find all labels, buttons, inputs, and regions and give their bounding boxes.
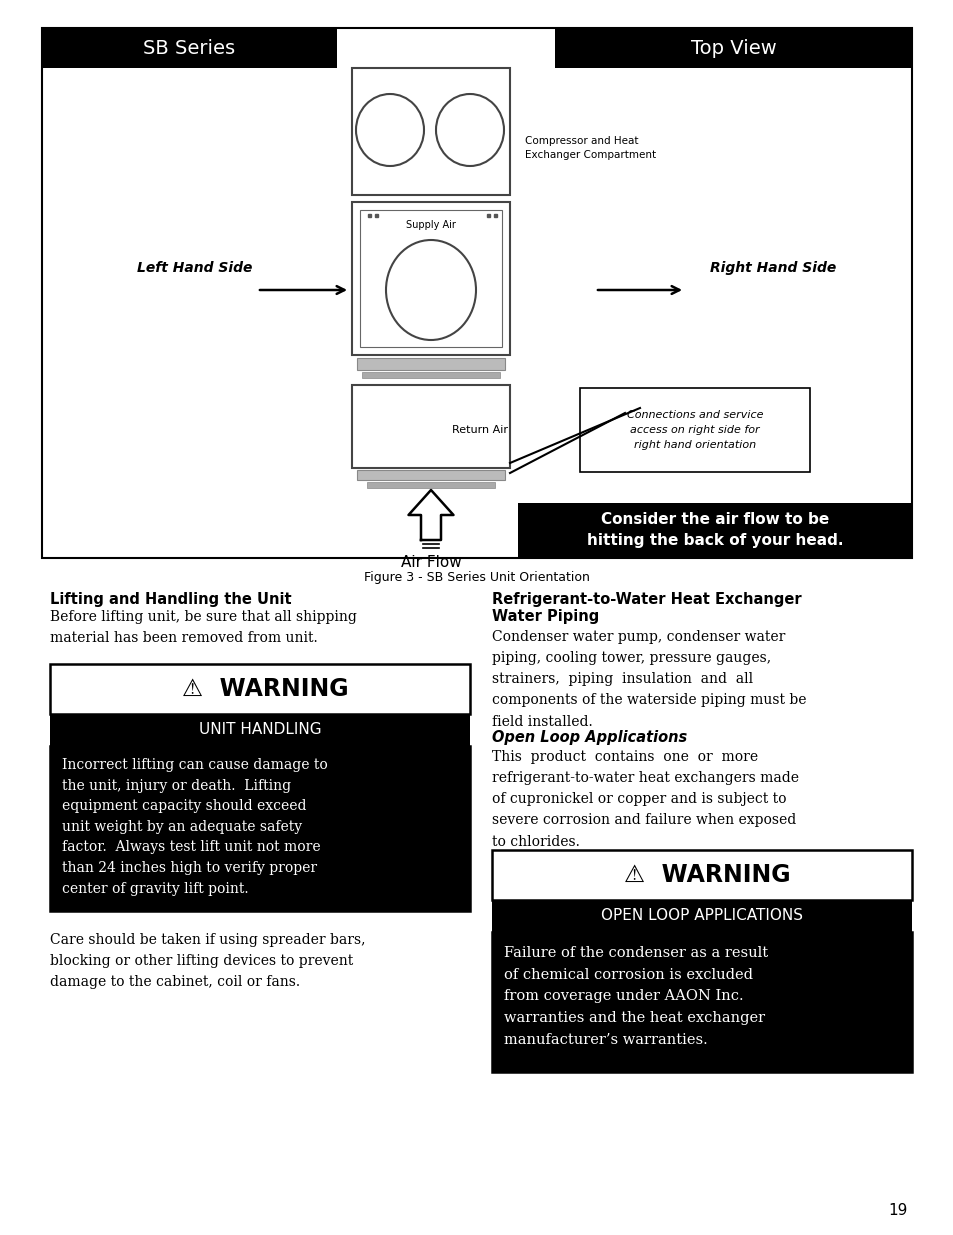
Text: Right Hand Side: Right Hand Side xyxy=(709,261,836,275)
Bar xyxy=(367,482,495,488)
Bar xyxy=(492,850,911,900)
Text: This  product  contains  one  or  more
refrigerant-to-water heat exchangers made: This product contains one or more refrig… xyxy=(492,750,799,848)
Text: ⚠  WARNING: ⚠ WARNING xyxy=(181,677,348,701)
Text: 19: 19 xyxy=(887,1203,907,1218)
Bar xyxy=(517,503,911,558)
Text: Water Piping: Water Piping xyxy=(492,609,598,624)
Bar xyxy=(492,900,911,932)
Bar xyxy=(352,68,510,195)
Text: SB Series: SB Series xyxy=(143,38,235,58)
Bar xyxy=(352,385,510,468)
Text: Compressor and Heat
Exchanger Compartment: Compressor and Heat Exchanger Compartmen… xyxy=(524,136,656,159)
Bar xyxy=(352,203,510,354)
Bar xyxy=(356,358,504,370)
Bar xyxy=(361,372,499,378)
Text: UNIT HANDLING: UNIT HANDLING xyxy=(198,722,321,737)
Ellipse shape xyxy=(386,240,476,340)
Text: Care should be taken if using spreader bars,
blocking or other lifting devices t: Care should be taken if using spreader b… xyxy=(50,932,365,989)
Bar xyxy=(359,210,501,347)
Text: OPEN LOOP APPLICATIONS: OPEN LOOP APPLICATIONS xyxy=(600,909,802,924)
Text: Before lifting unit, be sure that all shipping
material has been removed from un: Before lifting unit, be sure that all sh… xyxy=(50,610,356,645)
Bar xyxy=(579,388,809,472)
Text: Incorrect lifting can cause damage to
the unit, injury or death.  Lifting
equipm: Incorrect lifting can cause damage to th… xyxy=(62,758,328,895)
Polygon shape xyxy=(408,490,453,540)
Text: Refrigerant-to-Water Heat Exchanger: Refrigerant-to-Water Heat Exchanger xyxy=(492,592,801,606)
Text: Failure of the condenser as a result
of chemical corrosion is excluded
from cove: Failure of the condenser as a result of … xyxy=(503,946,767,1047)
Bar xyxy=(486,214,490,217)
Bar xyxy=(42,28,911,558)
Text: Open Loop Applications: Open Loop Applications xyxy=(492,730,686,745)
Text: Air Flow: Air Flow xyxy=(400,555,461,571)
Bar xyxy=(492,932,911,1072)
Bar xyxy=(494,214,497,217)
Text: Lifting and Handling the Unit: Lifting and Handling the Unit xyxy=(50,592,292,606)
Text: Supply Air: Supply Air xyxy=(406,220,456,230)
Text: Figure 3 - SB Series Unit Orientation: Figure 3 - SB Series Unit Orientation xyxy=(364,572,589,584)
Text: Consider the air flow to be
hitting the back of your head.: Consider the air flow to be hitting the … xyxy=(586,513,842,548)
Text: Left Hand Side: Left Hand Side xyxy=(136,261,252,275)
Text: ⚠  WARNING: ⚠ WARNING xyxy=(623,863,789,887)
Bar xyxy=(50,714,470,746)
Text: Condenser water pump, condenser water
piping, cooling tower, pressure gauges,
st: Condenser water pump, condenser water pi… xyxy=(492,630,805,729)
Text: Connections and service
access on right side for
right hand orientation: Connections and service access on right … xyxy=(626,410,762,450)
Bar xyxy=(356,471,504,480)
Bar xyxy=(50,746,470,911)
Ellipse shape xyxy=(436,94,503,165)
Text: Return Air: Return Air xyxy=(452,425,507,435)
Bar xyxy=(375,214,377,217)
Text: Top View: Top View xyxy=(690,38,776,58)
Bar xyxy=(50,664,470,714)
Bar xyxy=(42,28,336,68)
Bar xyxy=(555,28,911,68)
Bar xyxy=(368,214,371,217)
Ellipse shape xyxy=(355,94,423,165)
